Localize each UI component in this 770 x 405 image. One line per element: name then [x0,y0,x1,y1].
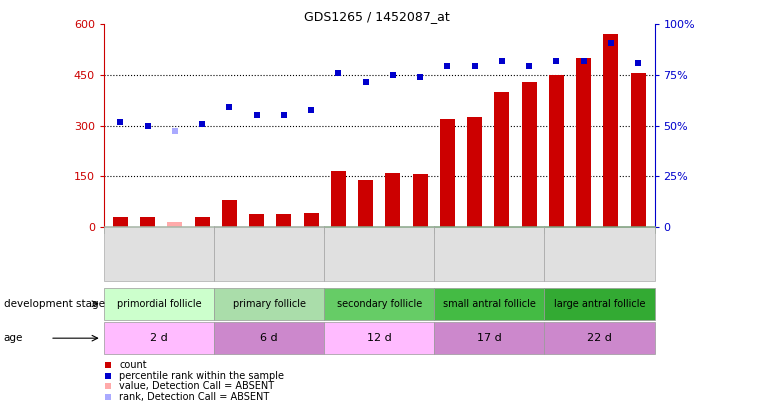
Text: 22 d: 22 d [587,333,612,343]
Bar [576,58,591,227]
Bar [358,179,373,227]
Bar [113,217,128,227]
Text: primordial follicle: primordial follicle [117,299,201,309]
Text: rank, Detection Call = ABSENT: rank, Detection Call = ABSENT [119,392,270,402]
Text: value, Detection Call = ABSENT: value, Detection Call = ABSENT [119,382,274,391]
Bar [140,217,155,227]
Text: GDS1265 / 1452087_at: GDS1265 / 1452087_at [304,10,450,23]
Text: secondary follicle: secondary follicle [336,299,422,309]
Text: primary follicle: primary follicle [233,299,306,309]
Bar [276,214,291,227]
Text: age: age [4,333,23,343]
Text: count: count [119,360,147,370]
Bar [467,117,482,227]
Bar [549,75,564,227]
Bar [440,119,455,227]
Bar [249,214,264,227]
Text: small antral follicle: small antral follicle [443,299,536,309]
Text: percentile rank within the sample: percentile rank within the sample [119,371,284,381]
Bar [521,82,537,227]
Text: 2 d: 2 d [150,333,168,343]
Text: development stage: development stage [4,299,105,309]
Text: 12 d: 12 d [367,333,392,343]
Bar [222,200,237,227]
Bar [604,34,618,227]
Text: 6 d: 6 d [260,333,278,343]
Bar [331,171,346,227]
Bar [413,175,427,227]
Text: large antral follicle: large antral follicle [554,299,645,309]
Text: 17 d: 17 d [477,333,502,343]
Bar [494,92,510,227]
Bar [385,173,400,227]
Bar [195,217,209,227]
Bar [631,73,645,227]
Bar [303,213,319,227]
Bar [167,222,182,227]
